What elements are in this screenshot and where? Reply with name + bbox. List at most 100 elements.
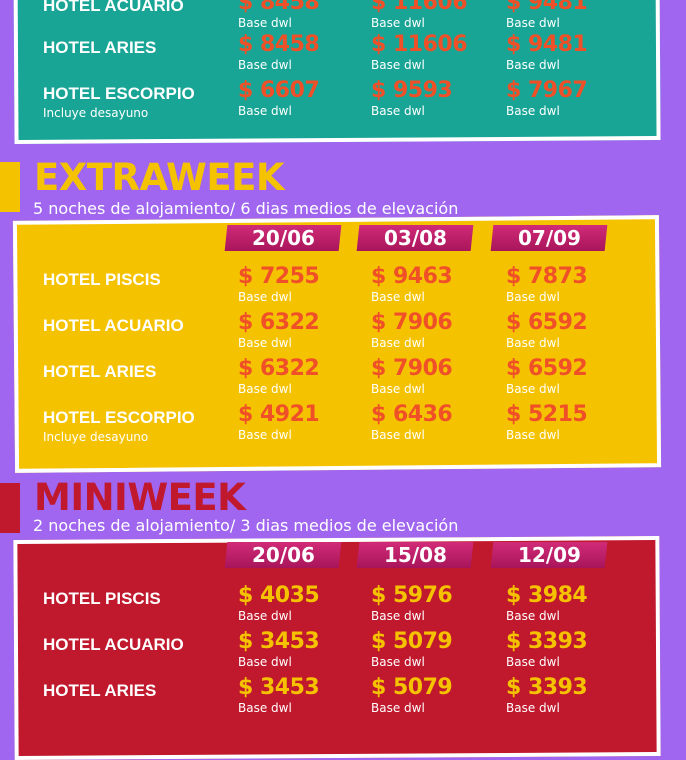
section-title: MINIWEEK	[34, 476, 246, 519]
price: $ 9463	[371, 264, 453, 289]
hotel-name: HOTEL ESCORPIO	[43, 84, 195, 103]
price: $ 4921	[238, 402, 320, 427]
price: $ 8458	[238, 0, 320, 15]
base-note: Base dwl	[371, 104, 425, 118]
base-note: Base dwl	[371, 290, 425, 304]
price: $ 6322	[238, 356, 320, 381]
base-note: Base dwl	[506, 428, 560, 442]
base-note: Base dwl	[506, 290, 560, 304]
base-note: Base dwl	[238, 290, 292, 304]
base-note: Base dwl	[238, 16, 292, 30]
price: $ 9593	[371, 78, 453, 103]
base-note: Base dwl	[506, 382, 560, 396]
section-accent-bar	[0, 162, 20, 212]
price-row: HOTEL ACUARIO $ 6322 Base dwl $ 7906 Bas…	[0, 310, 686, 360]
section-title: EXTRAWEEK	[34, 156, 285, 199]
hotel-name: HOTEL ACUARIO	[43, 635, 184, 654]
price: $ 8458	[238, 32, 320, 57]
breakfast-note: Incluye desayuno	[43, 106, 149, 120]
breakfast-note: Incluye desayuno	[43, 430, 149, 444]
hotel-name: HOTEL ESCORPIO	[43, 408, 195, 427]
base-note: Base dwl	[506, 336, 560, 350]
price: $ 3984	[506, 583, 588, 608]
base-note: Base dwl	[238, 58, 292, 72]
base-note: Base dwl	[238, 336, 292, 350]
date-label: 20/06	[251, 226, 315, 250]
date-label: 07/09	[517, 226, 581, 250]
hotel-name: HOTEL ARIES	[43, 38, 157, 57]
price: $ 5976	[371, 583, 453, 608]
price-row: HOTEL ESCORPIO Incluye desayuno $ 6607 B…	[0, 78, 686, 128]
price: $ 7255	[238, 264, 320, 289]
price: $ 6592	[506, 310, 588, 335]
base-note: Base dwl	[371, 609, 425, 623]
price: $ 6592	[506, 356, 588, 381]
date-tab: 20/06	[224, 542, 342, 568]
base-note: Base dwl	[506, 104, 560, 118]
hotel-name: HOTEL PISCIS	[43, 270, 161, 289]
base-note: Base dwl	[371, 382, 425, 396]
price: $ 5079	[371, 675, 453, 700]
price: $ 7906	[371, 310, 453, 335]
price: $ 11606	[371, 32, 468, 57]
date-tab: 07/09	[490, 225, 608, 251]
price-row: HOTEL PISCIS $ 7255 Base dwl $ 9463 Base…	[0, 264, 686, 314]
base-note: Base dwl	[238, 104, 292, 118]
base-note: Base dwl	[371, 701, 425, 715]
date-label: 03/08	[383, 226, 447, 250]
hotel-name: HOTEL PISCIS	[43, 589, 161, 608]
price-row: HOTEL PISCIS $ 4035 Base dwl $ 5976 Base…	[0, 583, 686, 633]
price-row: HOTEL ACUARIO $ 3453 Base dwl $ 5079 Bas…	[0, 629, 686, 679]
price-row: HOTEL ARIES $ 8458 Base dwl $ 11606 Base…	[0, 32, 686, 82]
base-note: Base dwl	[506, 58, 560, 72]
price: $ 3393	[506, 675, 588, 700]
base-note: Base dwl	[238, 382, 292, 396]
price: $ 5079	[371, 629, 453, 654]
price-row: HOTEL ESCORPIO Incluye desayuno $ 4921 B…	[0, 402, 686, 452]
section-subtitle: 2 noches de alojamiento/ 3 dias medios d…	[33, 516, 459, 535]
hotel-name: HOTEL ARIES	[43, 681, 157, 700]
base-note: Base dwl	[238, 701, 292, 715]
hotel-name: HOTEL ACUARIO	[43, 316, 184, 335]
price-row: HOTEL ARIES $ 3453 Base dwl $ 5079 Base …	[0, 675, 686, 725]
price: $ 7873	[506, 264, 588, 289]
section-subtitle: 5 noches de alojamiento/ 6 dias medios d…	[33, 199, 459, 218]
base-note: Base dwl	[506, 16, 560, 30]
price: $ 11606	[371, 0, 468, 15]
price: $ 6436	[371, 402, 453, 427]
base-note: Base dwl	[238, 428, 292, 442]
price-row: HOTEL ACUARIO $ 8458 Base dwl $ 11606 Ba…	[0, 0, 686, 40]
hotel-name: HOTEL ACUARIO	[43, 0, 184, 15]
price: $ 4035	[238, 583, 320, 608]
date-tab: 15/08	[356, 542, 474, 568]
base-note: Base dwl	[506, 655, 560, 669]
date-tab: 03/08	[356, 225, 474, 251]
date-tab: 20/06	[224, 225, 342, 251]
date-label: 12/09	[517, 543, 581, 567]
date-label: 20/06	[251, 543, 315, 567]
hotel-name: HOTEL ARIES	[43, 362, 157, 381]
price: $ 9481	[506, 0, 588, 15]
base-note: Base dwl	[506, 609, 560, 623]
price: $ 7967	[506, 78, 588, 103]
price: $ 7906	[371, 356, 453, 381]
section-accent-bar	[0, 483, 20, 533]
date-label: 15/08	[383, 543, 447, 567]
price-row: HOTEL ARIES $ 6322 Base dwl $ 7906 Base …	[0, 356, 686, 406]
base-note: Base dwl	[506, 701, 560, 715]
base-note: Base dwl	[371, 655, 425, 669]
base-note: Base dwl	[371, 58, 425, 72]
price: $ 6322	[238, 310, 320, 335]
date-tab: 12/09	[490, 542, 608, 568]
base-note: Base dwl	[238, 609, 292, 623]
base-note: Base dwl	[238, 655, 292, 669]
price: $ 6607	[238, 78, 320, 103]
price: $ 3453	[238, 675, 320, 700]
base-note: Base dwl	[371, 336, 425, 350]
price: $ 5215	[506, 402, 588, 427]
base-note: Base dwl	[371, 428, 425, 442]
price: $ 9481	[506, 32, 588, 57]
price: $ 3393	[506, 629, 588, 654]
base-note: Base dwl	[371, 16, 425, 30]
price: $ 3453	[238, 629, 320, 654]
